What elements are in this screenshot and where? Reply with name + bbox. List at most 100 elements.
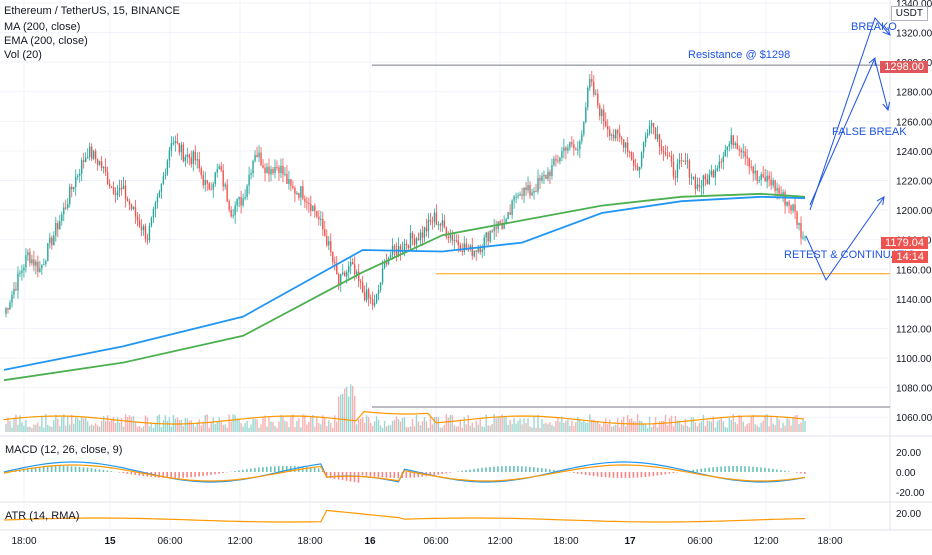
candle-body xyxy=(733,135,734,145)
candle-body xyxy=(539,178,540,180)
candle-body xyxy=(65,208,66,209)
volume-bar xyxy=(657,427,658,432)
y-tick-label: 1200.00 xyxy=(896,206,932,217)
macd-histogram-bar xyxy=(625,472,627,478)
volume-bar xyxy=(248,428,249,432)
candle-body xyxy=(111,187,112,188)
candle-body xyxy=(764,177,765,181)
candle-body xyxy=(679,160,680,164)
candle-body xyxy=(338,274,339,285)
y-tick-label: 1220.00 xyxy=(896,176,932,187)
macd-histogram-bar xyxy=(657,472,659,476)
candle-body xyxy=(418,238,419,240)
volume-bar xyxy=(705,426,706,432)
volume-bar xyxy=(81,417,82,432)
volume-bar xyxy=(533,416,534,432)
volume-bar xyxy=(179,420,180,432)
volume-bar xyxy=(539,428,540,432)
volume-bar xyxy=(167,421,168,432)
volume-bar xyxy=(217,421,218,432)
volume-bar xyxy=(780,428,781,432)
candle-body xyxy=(804,237,805,238)
volume-bar xyxy=(242,427,243,432)
volume-bar xyxy=(181,420,182,432)
candle-body xyxy=(760,174,761,180)
currency-label[interactable]: USDT xyxy=(891,6,928,21)
candle-body xyxy=(240,197,241,205)
macd-histogram-bar xyxy=(653,472,655,476)
legend-symbol: Ethereum / TetherUS, 15, BINANCE xyxy=(4,4,180,18)
candle-body xyxy=(71,187,72,190)
macd-histogram-bar xyxy=(174,472,176,478)
candle-body xyxy=(29,252,30,263)
volume-bar xyxy=(438,418,439,432)
macd-histogram-bar xyxy=(278,466,280,472)
candle-body xyxy=(161,184,162,192)
volume-bar xyxy=(378,420,379,432)
volume-bar xyxy=(125,414,126,432)
volume-bar xyxy=(177,417,178,432)
volume-bar xyxy=(743,422,744,432)
candle-body xyxy=(647,133,648,136)
candle-body xyxy=(697,184,698,188)
candle-body xyxy=(189,155,190,158)
macd-histogram-bar xyxy=(661,472,663,475)
volume-bar xyxy=(509,420,510,432)
candle-body xyxy=(159,192,160,197)
macd-histogram-bar xyxy=(59,466,61,472)
volume-bar xyxy=(278,421,279,432)
volume-bar xyxy=(499,417,500,432)
candle-body xyxy=(641,153,642,167)
volume-bar xyxy=(260,424,261,432)
volume-bar xyxy=(326,426,327,432)
macd-histogram-bar xyxy=(270,466,272,472)
candle-body xyxy=(91,147,92,159)
x-tick-label: 12:00 xyxy=(487,536,512,547)
candle-body xyxy=(358,272,359,281)
candle-body xyxy=(569,142,570,147)
volume-bar xyxy=(643,424,644,432)
y-tick-label: 1160.00 xyxy=(896,265,932,276)
macd-histogram-bar xyxy=(258,468,260,472)
macd-histogram-bar xyxy=(206,472,208,475)
candle-body xyxy=(25,255,26,267)
macd-histogram-bar xyxy=(433,472,435,475)
macd-histogram-bar xyxy=(784,471,786,472)
volume-bar xyxy=(380,425,381,432)
candle-body xyxy=(77,176,78,177)
volume-bar xyxy=(491,424,492,432)
volume-bar xyxy=(484,427,485,432)
candle-body xyxy=(535,191,536,192)
candle-body xyxy=(282,166,283,174)
volume-bar xyxy=(77,418,78,432)
ema-200-line xyxy=(4,194,805,380)
volume-bar xyxy=(344,388,345,432)
macd-histogram-bar xyxy=(581,472,583,474)
candle-body xyxy=(699,184,700,186)
candle-body xyxy=(145,226,146,238)
candle-body xyxy=(191,158,192,164)
candle-body xyxy=(529,185,530,196)
volume-bar xyxy=(232,414,233,432)
volume-bar xyxy=(693,417,694,432)
macd-histogram-bar xyxy=(194,472,196,477)
volume-bar xyxy=(312,415,313,432)
volume-bar xyxy=(306,424,307,432)
candle-body xyxy=(735,143,736,145)
volume-bar xyxy=(139,426,140,432)
candle-body xyxy=(332,252,333,262)
candle-body xyxy=(507,212,508,219)
volume-bar xyxy=(61,417,62,432)
volume-bar xyxy=(298,418,299,432)
candle-body xyxy=(513,197,514,201)
candle-body xyxy=(117,191,118,195)
volume-bar xyxy=(31,428,32,432)
macd-tick-label: -20.00 xyxy=(896,488,925,499)
macd-histogram-bar xyxy=(696,469,698,472)
volume-bar xyxy=(49,426,50,432)
macd-histogram-bar xyxy=(214,472,216,474)
volume-bar xyxy=(69,425,70,432)
volume-bar xyxy=(631,418,632,432)
